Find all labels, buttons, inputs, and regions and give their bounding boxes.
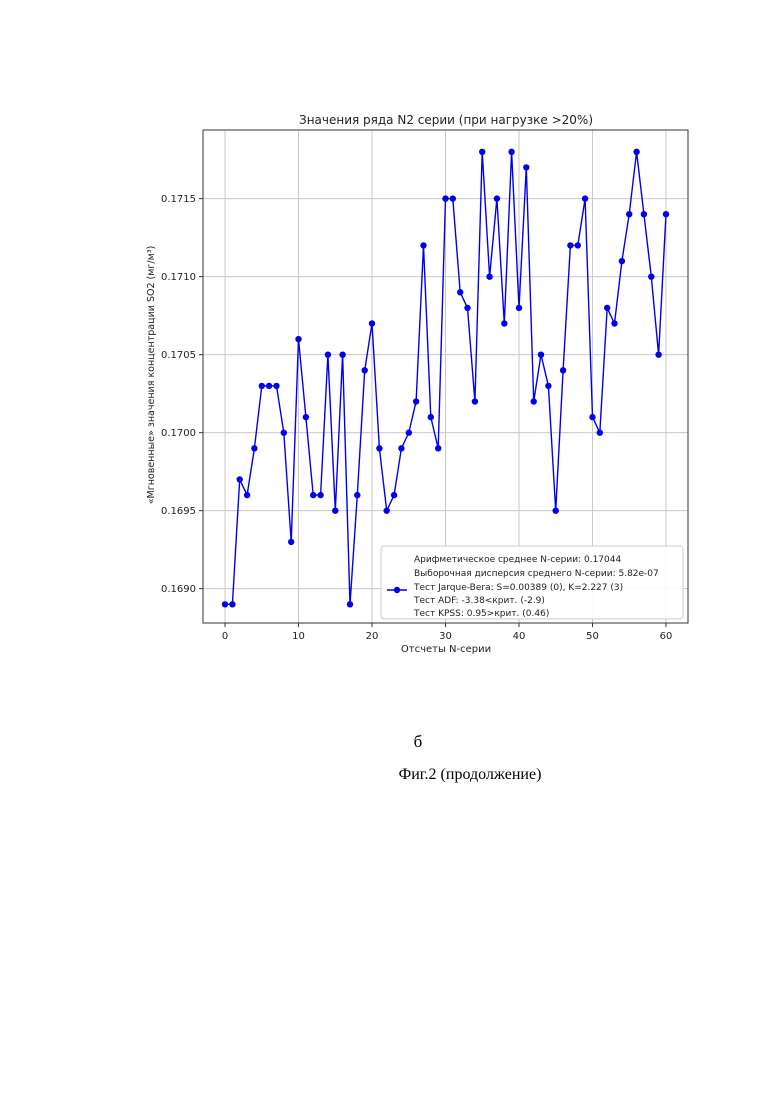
y-axis-ticks: 0.1690 0.1695 0.1700 0.1705 0.1710 0.1715 [161,194,203,595]
data-point [303,414,309,420]
data-point [317,492,323,498]
figure-caption: Фиг.2 (продолжение) [0,766,780,784]
data-point [237,476,243,482]
data-point [479,149,485,155]
data-point [545,383,551,389]
data-point [413,398,419,404]
y-tick-label: 0.1710 [161,272,196,283]
legend-line-5: Тест KPSS: 0.95>крит. (0.46) [413,609,549,619]
data-point [295,336,301,342]
data-point [560,367,566,373]
data-point [464,305,470,311]
data-point [575,242,581,248]
data-point [339,352,345,358]
data-point [376,445,382,451]
x-tick-label: 40 [513,631,526,642]
data-point [362,367,368,373]
x-axis-label: Отсчеты N-серии [401,644,491,655]
data-point [516,305,522,311]
legend-line-1: Арифметическое среднее N-серии: 0.17044 [414,555,621,565]
x-tick-label: 50 [586,631,599,642]
y-tick-label: 0.1695 [161,506,196,517]
data-point [494,195,500,201]
data-point [553,508,559,514]
x-axis-ticks: 0 10 20 30 40 50 60 [222,623,672,642]
y-axis-label: «Мгновенные» значения концентрации SO2 (… [146,246,157,505]
data-point [222,601,228,607]
data-point [347,601,353,607]
data-point [310,492,316,498]
data-point [597,430,603,436]
legend-line-2: Выборочная дисперсия среднего N-серии: 5… [414,569,659,579]
data-point [288,539,294,545]
subfigure-letter: б [0,732,780,752]
data-point [398,445,404,451]
x-tick-label: 30 [439,631,452,642]
legend: Арифметическое среднее N-серии: 0.17044 … [381,546,683,619]
data-point [244,492,250,498]
data-point [523,164,529,170]
data-point [655,352,661,358]
data-point [428,414,434,420]
data-point [369,320,375,326]
data-point [567,242,573,248]
data-point [619,258,625,264]
data-point [251,445,257,451]
data-point [266,383,272,389]
data-point [604,305,610,311]
data-point [589,414,595,420]
x-tick-label: 20 [366,631,379,642]
data-point [229,601,235,607]
data-point [391,492,397,498]
data-point [663,211,669,217]
data-point [442,195,448,201]
data-point [626,211,632,217]
data-point [325,352,331,358]
data-point [508,149,514,155]
x-tick-label: 0 [222,631,228,642]
legend-line-3: Тест Jarque-Bera: S=0.00389 (0), K=2.227… [413,583,623,593]
data-point [582,195,588,201]
data-point [486,274,492,280]
legend-line-4: Тест ADF: -3.38<крит. (-2.9) [413,596,545,606]
y-tick-label: 0.1690 [161,584,196,595]
data-point [354,492,360,498]
data-point [450,195,456,201]
data-point [641,211,647,217]
data-point [273,383,279,389]
x-tick-label: 10 [292,631,305,642]
data-point [259,383,265,389]
data-point [648,274,654,280]
x-tick-label: 60 [660,631,673,642]
data-point [384,508,390,514]
legend-marker-sample [394,587,400,593]
data-point [457,289,463,295]
data-point [332,508,338,514]
data-point [435,445,441,451]
data-point [472,398,478,404]
data-point [611,320,617,326]
chart-title: Значения ряда N2 серии (при нагрузке >20… [299,113,593,127]
data-point [420,242,426,248]
data-point [501,320,507,326]
data-point [406,430,412,436]
data-point [531,398,537,404]
y-tick-label: 0.1705 [161,350,196,361]
data-point [538,352,544,358]
data-point [633,149,639,155]
data-point [281,430,287,436]
y-tick-label: 0.1715 [161,194,196,205]
y-tick-label: 0.1700 [161,428,196,439]
